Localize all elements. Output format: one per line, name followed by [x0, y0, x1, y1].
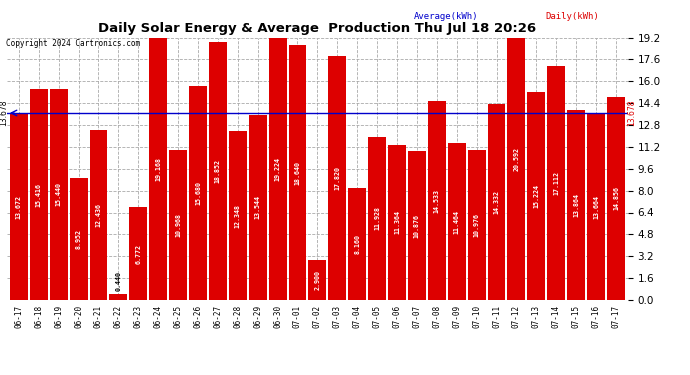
Text: 13.544: 13.544	[255, 195, 261, 219]
Bar	[388, 145, 406, 300]
Bar	[368, 137, 386, 300]
Bar	[129, 207, 147, 300]
Bar	[209, 42, 227, 300]
Text: 18.640: 18.640	[295, 160, 301, 184]
Bar	[308, 260, 326, 300]
Bar	[10, 113, 28, 300]
Title: Daily Solar Energy & Average  Production Thu Jul 18 20:26: Daily Solar Energy & Average Production …	[99, 22, 536, 35]
Text: 14.533: 14.533	[434, 189, 440, 213]
Text: 14.856: 14.856	[613, 186, 619, 210]
Text: 10.968: 10.968	[175, 213, 181, 237]
Text: 8.160: 8.160	[354, 234, 360, 254]
Text: 11.364: 11.364	[394, 210, 400, 234]
Bar	[288, 45, 306, 300]
Text: 13.672: 13.672	[16, 195, 22, 219]
Text: 18.852: 18.852	[215, 159, 221, 183]
Text: 19.168: 19.168	[155, 157, 161, 181]
Text: 6.772: 6.772	[135, 244, 141, 264]
Text: 8.952: 8.952	[75, 229, 81, 249]
Text: 13.678: 13.678	[0, 100, 8, 126]
Bar	[547, 66, 565, 300]
Bar	[587, 113, 605, 300]
Text: 15.224: 15.224	[533, 184, 540, 208]
Bar	[328, 56, 346, 300]
Text: 19.224: 19.224	[275, 157, 281, 181]
Bar	[268, 37, 286, 300]
Text: 13.678: 13.678	[627, 100, 636, 126]
Text: 13.664: 13.664	[593, 195, 599, 219]
Text: 13.864: 13.864	[573, 193, 579, 217]
Bar	[50, 89, 68, 300]
Bar	[248, 115, 266, 300]
Text: 20.592: 20.592	[513, 147, 520, 171]
Bar	[527, 92, 545, 300]
Bar	[468, 150, 486, 300]
Bar	[90, 130, 108, 300]
Text: 11.928: 11.928	[374, 207, 380, 231]
Bar	[149, 38, 167, 300]
Text: 15.680: 15.680	[195, 181, 201, 205]
Bar	[189, 86, 207, 300]
Text: 10.876: 10.876	[414, 214, 420, 238]
Text: 11.464: 11.464	[454, 210, 460, 234]
Text: Daily(kWh): Daily(kWh)	[545, 12, 599, 21]
Bar	[567, 111, 585, 300]
Bar	[607, 97, 625, 300]
Text: 12.348: 12.348	[235, 204, 241, 228]
Text: 2.900: 2.900	[315, 270, 320, 290]
Text: 15.440: 15.440	[56, 183, 61, 207]
Bar	[408, 151, 426, 300]
Bar	[507, 18, 525, 300]
Text: Copyright 2024 Cartronics.com: Copyright 2024 Cartronics.com	[6, 39, 139, 48]
Bar	[70, 178, 88, 300]
Text: 17.820: 17.820	[334, 166, 340, 190]
Text: 10.976: 10.976	[473, 213, 480, 237]
Text: 0.440: 0.440	[115, 271, 121, 291]
Bar	[110, 294, 128, 300]
Text: Average(kWh): Average(kWh)	[414, 12, 478, 21]
Bar	[169, 150, 187, 300]
Text: 15.416: 15.416	[36, 183, 42, 207]
Text: 14.332: 14.332	[493, 190, 500, 214]
Text: 12.436: 12.436	[95, 203, 101, 227]
Bar	[348, 188, 366, 300]
Bar	[428, 101, 446, 300]
Bar	[488, 104, 506, 300]
Bar	[229, 131, 247, 300]
Bar	[448, 143, 466, 300]
Bar	[30, 89, 48, 300]
Text: 17.112: 17.112	[553, 171, 560, 195]
